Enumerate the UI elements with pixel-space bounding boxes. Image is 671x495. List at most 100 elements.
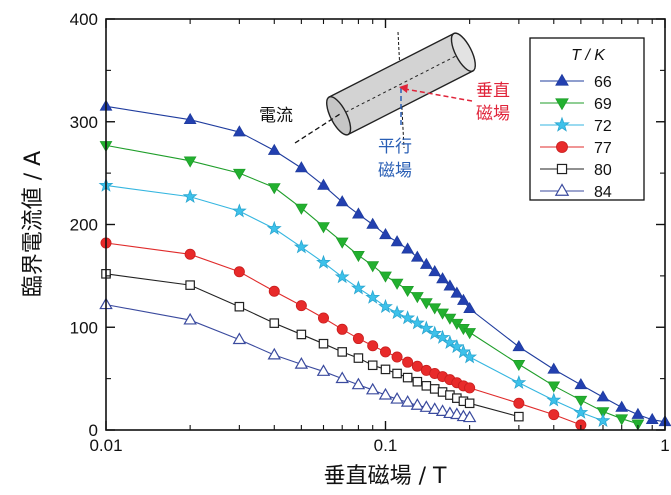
x-tick-label: 0.1	[374, 436, 398, 455]
data-point-69-9	[379, 271, 392, 283]
data-point-80-4	[296, 329, 307, 340]
conductor-schematic: 電流 垂直 磁場 平行 磁場	[259, 31, 510, 181]
legend-label-69: 69	[594, 96, 612, 113]
series-layer	[98, 99, 671, 431]
data-point-84-6	[335, 371, 349, 384]
data-point-66-21	[547, 362, 561, 374]
legend-marker-84	[554, 183, 570, 196]
data-point-84-11	[400, 395, 415, 407]
data-point-69-20	[512, 359, 526, 372]
data-point-69-25	[631, 419, 645, 431]
data-point-80-1	[185, 280, 195, 290]
data-point-66-24	[615, 400, 629, 412]
legend-box	[529, 37, 645, 201]
data-point-66-6	[335, 195, 349, 207]
legend-marker-80	[556, 163, 568, 175]
conductor-center-line	[345, 55, 457, 113]
data-point-80-6	[337, 347, 348, 357]
data-point-80-12	[412, 376, 423, 387]
data-point-69-5	[317, 222, 330, 234]
data-point-84-2	[232, 332, 247, 345]
data-point-66-4	[294, 161, 308, 173]
legend-label-72: 72	[594, 118, 612, 135]
data-point-72-14	[427, 325, 443, 340]
data-point-84-4	[294, 357, 309, 369]
data-point-72-4	[293, 239, 309, 254]
legend-title: T / K	[571, 47, 606, 64]
legend-label-66: 66	[594, 74, 612, 91]
data-point-66-18	[457, 293, 470, 305]
data-point-77-10	[391, 351, 403, 363]
data-point-66-13	[419, 257, 433, 269]
data-point-72-19	[462, 349, 478, 364]
data-point-77-19	[464, 382, 476, 394]
data-point-77-11	[402, 356, 414, 368]
data-point-80-8	[367, 360, 378, 371]
data-point-72-3	[266, 220, 282, 235]
legend-entry-77: 77	[540, 140, 612, 157]
legend-entry-80: 80	[540, 162, 612, 179]
current-label: 電流	[259, 106, 293, 126]
data-point-77-2	[233, 266, 245, 278]
data-point-72-12	[409, 315, 425, 330]
data-point-80-9	[380, 364, 391, 375]
data-point-66-23	[596, 390, 610, 402]
data-point-77-1	[184, 248, 196, 260]
y-tick-label: 400	[70, 10, 98, 29]
legend-label-84: 84	[594, 184, 612, 201]
data-point-72-22	[573, 404, 589, 419]
legend-marker-69	[555, 98, 569, 111]
legend-entry-72: 72	[540, 116, 612, 135]
data-point-69-4	[294, 203, 308, 215]
legend-label-77: 77	[594, 140, 612, 157]
legend-marker-66	[555, 73, 569, 86]
series-69	[99, 141, 645, 431]
data-point-66-15	[436, 272, 449, 284]
data-point-77-6	[336, 323, 348, 335]
data-point-77-3	[268, 285, 280, 297]
y-tick-label: 0	[89, 421, 98, 440]
data-point-72-15	[435, 329, 450, 344]
data-point-72-5	[316, 254, 331, 269]
legend-label-80: 80	[594, 162, 612, 179]
data-point-66-11	[401, 242, 415, 254]
data-point-84-9	[378, 387, 393, 400]
data-point-72-6	[334, 269, 350, 284]
data-point-72-21	[546, 392, 562, 407]
y-tick-label: 100	[70, 318, 98, 337]
data-point-66-19	[463, 301, 477, 314]
legend-entries: 66 69 72 77 80 84	[540, 73, 612, 201]
data-point-80-7	[353, 353, 364, 363]
data-point-69-22	[574, 395, 588, 408]
data-point-84-12	[410, 398, 425, 410]
data-point-84-15	[435, 404, 450, 417]
data-point-84-19	[462, 410, 477, 423]
data-point-80-13	[421, 381, 432, 391]
data-point-66-1	[183, 112, 197, 124]
data-point-69-19	[463, 328, 477, 340]
legend: T / K 66 69 72 77 80 84	[529, 37, 645, 201]
data-point-80-20	[514, 411, 524, 422]
axis-layer: 0.01 0.1 1 0 100 200 300 400	[70, 10, 670, 455]
conductor-cylinder-end-right	[450, 32, 476, 72]
perpendicular-field-label-2: 磁場	[476, 104, 510, 124]
data-point-84-3	[267, 347, 282, 360]
data-point-72-1	[182, 188, 198, 204]
data-point-77-20	[513, 397, 525, 409]
data-point-77-21	[548, 409, 560, 421]
legend-entry-66: 66	[540, 73, 612, 91]
y-tick-label: 300	[70, 113, 98, 132]
data-point-72-9	[378, 298, 393, 313]
data-point-77-9	[379, 346, 391, 358]
data-point-72-13	[418, 320, 434, 335]
data-point-69-1	[183, 156, 197, 168]
data-point-66-7	[352, 207, 365, 219]
series-80	[101, 269, 524, 422]
data-point-80-11	[402, 372, 413, 383]
data-point-69-21	[547, 381, 561, 393]
data-point-66-25	[631, 407, 645, 419]
legend-entry-84: 84	[540, 183, 612, 201]
data-point-72-11	[400, 310, 416, 325]
data-point-80-19	[464, 398, 475, 409]
data-point-69-24	[615, 414, 629, 426]
